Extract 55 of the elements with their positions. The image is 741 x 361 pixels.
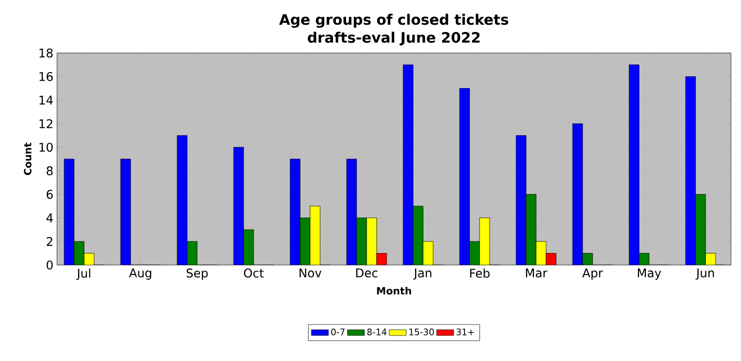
bar [402,64,414,265]
bar [186,241,198,265]
legend-label: 8-14 [367,328,387,336]
bar [74,241,84,265]
bar [243,229,254,265]
bar [176,135,188,265]
legend-label: 15-30 [409,328,434,336]
y-tick-label: 12 [40,119,52,128]
x-tick-label: Nov [300,268,322,278]
x-tick-label: Jul [76,268,90,280]
bar [422,241,434,265]
bar [572,123,583,265]
x-tick-label: Aug [129,268,152,280]
x-tick-label: May [638,268,662,280]
bar [695,194,706,265]
x-tick-label: Jun [696,268,714,280]
bar [412,206,424,265]
y-tick-label: 18 [40,48,53,58]
legend-label: 0-7 [331,328,345,336]
x-tick-label: Mar [526,268,548,278]
bar [628,64,640,265]
y-tick-label: 14 [40,96,53,104]
bar [290,158,300,265]
bar [469,241,480,265]
chart-title: Age groups of closed tickets drafts-eval June 2022 [279,14,508,46]
y-tick-label: 8 [46,166,53,176]
bar [516,135,526,265]
bar [459,88,470,265]
y-tick-label: 10 [40,142,53,152]
x-tick-label: Jan [413,268,432,280]
legend-label: 31+ [456,328,474,336]
x-tick-label: Oct [244,268,264,278]
x-axis-title: Month [377,286,412,295]
bar [536,241,546,265]
bar [356,218,367,265]
x-tick-label: Dec [356,268,378,278]
bar [120,159,131,265]
y-tick-label: 16 [40,72,53,82]
bar [479,218,490,265]
x-tick-label: Sep [186,268,208,280]
bar [346,158,357,265]
y-tick-label: 4 [46,214,53,222]
bar [526,194,536,265]
bar [685,76,696,265]
bar [300,218,310,265]
bar [310,206,320,265]
y-tick-label: 6 [46,190,53,199]
x-tick-label: Apr [582,268,603,280]
bar [233,147,244,265]
y-tick-label: 0 [46,260,53,270]
bar [64,158,74,265]
y-axis-title: Count [24,142,32,176]
x-tick-label: Feb [470,268,490,278]
y-tick-label: 2 [46,237,52,246]
bar [366,218,377,265]
